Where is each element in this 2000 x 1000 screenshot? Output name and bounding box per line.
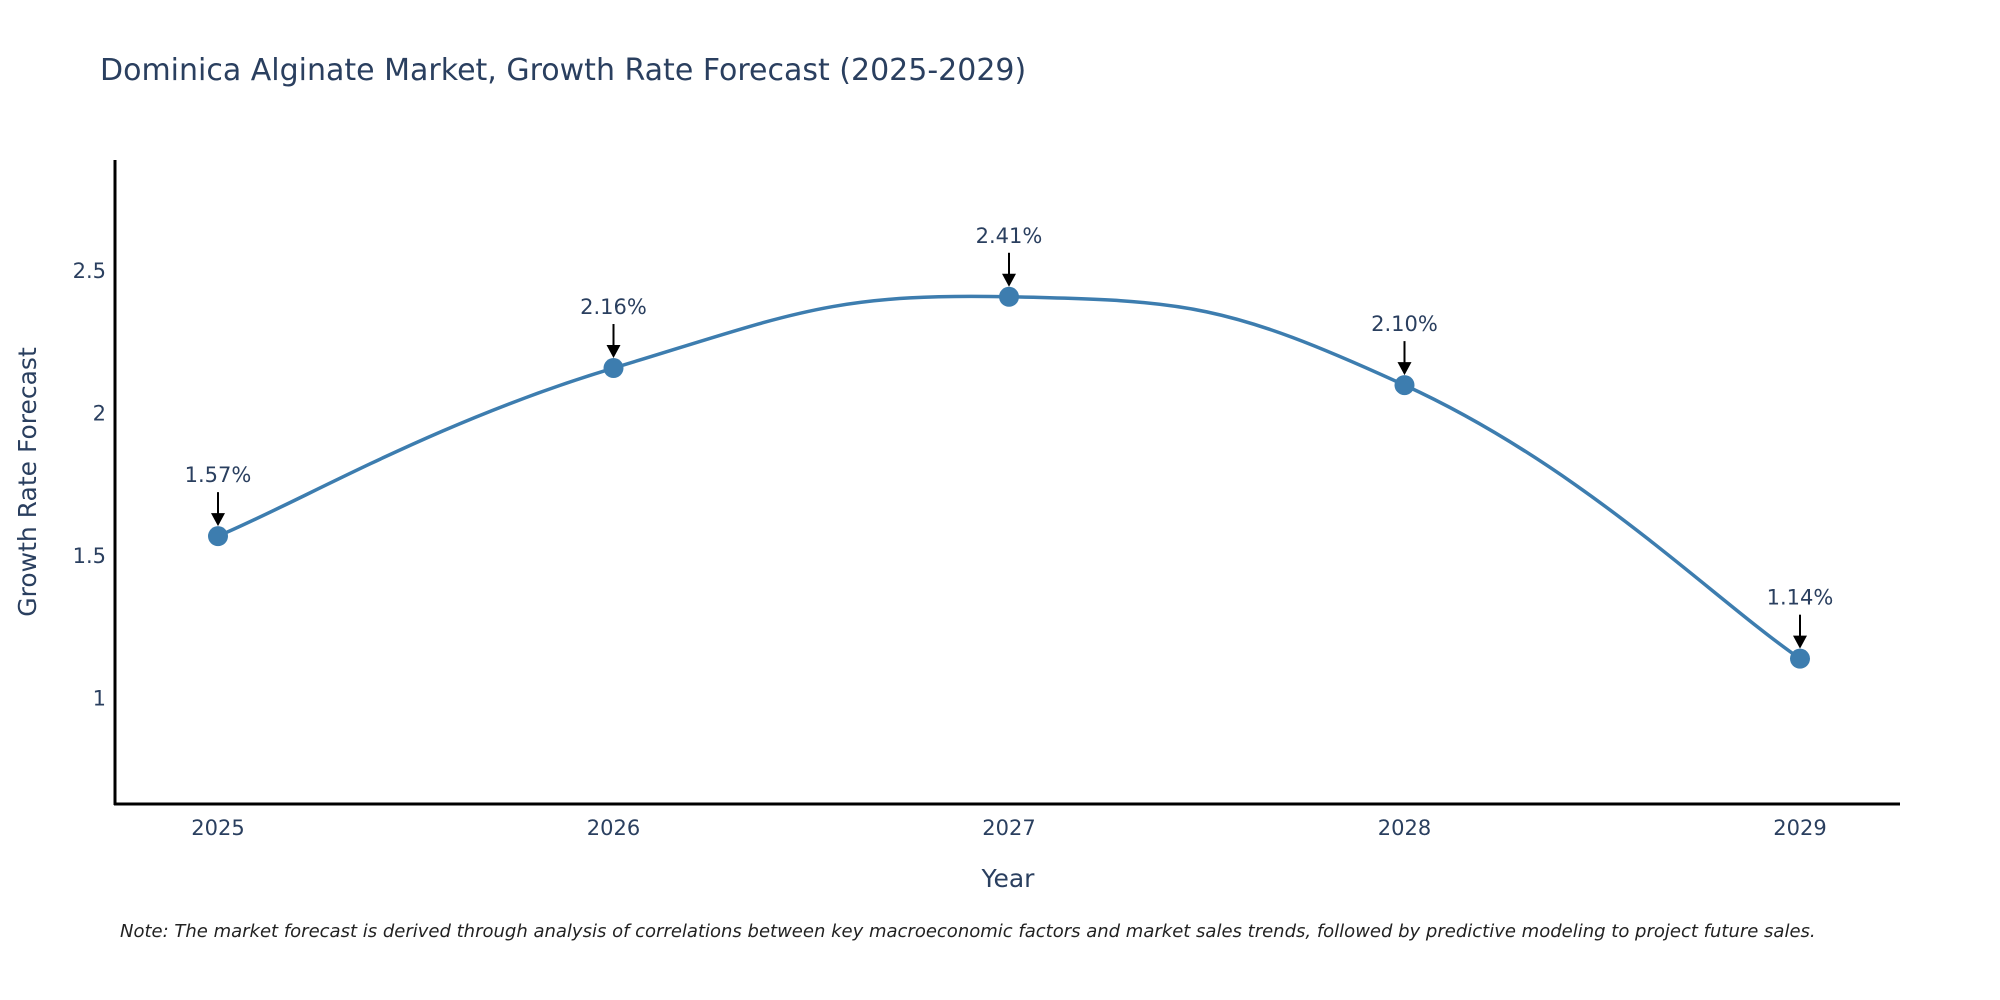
y-tick-label: 1.5 bbox=[73, 544, 106, 568]
x-axis-ticks: 2025 2026 2027 2028 2029 bbox=[191, 816, 1826, 840]
data-label: 1.57% bbox=[185, 463, 252, 487]
x-tick-label: 2028 bbox=[1378, 816, 1431, 840]
y-tick-label: 1 bbox=[93, 687, 106, 711]
y-tick-label: 2 bbox=[93, 402, 106, 426]
data-label: 2.16% bbox=[580, 295, 647, 319]
annotation-arrow-head bbox=[1793, 635, 1807, 649]
annotation-arrow-head bbox=[1397, 362, 1412, 376]
series-line bbox=[217, 294, 1801, 661]
data-point[interactable] bbox=[999, 286, 1019, 307]
chart-note: Note: The market forecast is derived thr… bbox=[120, 921, 1816, 942]
plot-area: 1.57% 2.16% 2.41% 2.10% 1.14% bbox=[185, 224, 1834, 669]
chart-title: Dominica Alginate Market, Growth Rate Fo… bbox=[100, 53, 1026, 88]
data-label: 2.41% bbox=[976, 224, 1043, 248]
y-tick-label: 2.5 bbox=[73, 259, 106, 283]
x-tick-label: 2026 bbox=[587, 816, 640, 840]
x-tick-label: 2025 bbox=[191, 816, 244, 840]
y-axis-ticks: 1 1.5 2 2.5 bbox=[73, 259, 106, 710]
data-point[interactable] bbox=[1790, 648, 1810, 669]
x-tick-label: 2029 bbox=[1773, 816, 1826, 840]
annotation-arrow-head bbox=[211, 513, 225, 527]
annotation-arrow-head bbox=[606, 345, 621, 359]
x-tick-label: 2027 bbox=[982, 816, 1035, 840]
data-point[interactable] bbox=[603, 358, 624, 379]
data-point[interactable] bbox=[1394, 375, 1415, 396]
y-axis-title: Growth Rate Forecast bbox=[13, 347, 42, 617]
x-axis-title: Year bbox=[981, 864, 1036, 893]
data-label: 1.14% bbox=[1767, 586, 1834, 610]
annotation-arrow-head bbox=[1002, 273, 1016, 287]
data-point[interactable] bbox=[208, 526, 228, 547]
data-label: 2.10% bbox=[1371, 312, 1438, 336]
